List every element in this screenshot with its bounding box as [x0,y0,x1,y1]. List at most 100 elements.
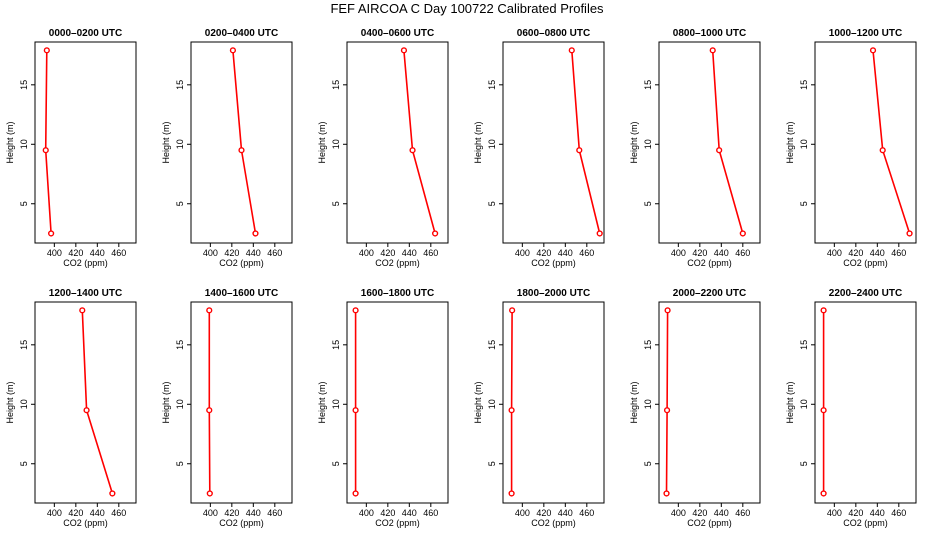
profile-point [509,307,516,314]
x-tick-label: 400 [47,508,62,518]
y-axis-label: Height (m) [473,381,483,423]
y-tick-label: 5 [487,201,497,206]
profile-point [252,230,259,237]
panel-title: 0600–0800 UTC [517,28,590,39]
profile-panel-11: 2000–2200 UTC 400 420 440 460 5 10 15 CO2 (ppm) H… [629,288,761,528]
x-axis-label: CO2 (ppm) [219,518,264,528]
y-tick-label: 15 [799,80,809,90]
y-axis-label: Height (m) [473,121,483,163]
profile-point [664,307,671,314]
y-tick-label: 10 [643,139,653,149]
y-tick-label: 10 [19,139,29,149]
y-tick-label: 15 [331,80,341,90]
plot-frame [658,301,761,504]
profile-panel-10: 1800–2000 UTC 400 420 440 460 5 10 15 CO2 (ppm) H… [473,288,605,528]
y-tick-label: 5 [331,201,341,206]
profile-point [206,407,213,414]
y-tick-label: 15 [175,340,185,350]
profile-point [43,47,50,54]
profile-point [508,407,515,414]
plot-frame [814,41,917,244]
y-tick-label: 15 [331,340,341,350]
y-tick-label: 15 [175,80,185,90]
x-tick-label: 420 [224,508,239,518]
x-tick-label: 420 [380,248,395,258]
y-tick-label: 15 [487,80,497,90]
panels-grid: 0000–0200 UTC 400 420 440 460 5 10 15 CO2 (ppm) H… [5,28,917,528]
y-tick-label: 10 [331,399,341,409]
y-axis-label: Height (m) [5,381,15,423]
x-axis-label: CO2 (ppm) [375,518,420,528]
x-tick-label: 460 [267,508,282,518]
plot-frame [34,301,137,504]
x-axis-label: CO2 (ppm) [687,258,732,268]
panel-title: 0000–0200 UTC [49,28,122,39]
y-axis-label: Height (m) [785,121,795,163]
y-tick-label: 10 [19,399,29,409]
y-axis-label: Height (m) [161,381,171,423]
x-tick-label: 420 [224,248,239,258]
y-axis-label: Height (m) [785,381,795,423]
x-tick-label: 440 [714,508,729,518]
y-tick-label: 5 [175,461,185,466]
profile-point [663,407,671,414]
x-tick-label: 400 [515,248,530,258]
x-tick-label: 400 [359,508,374,518]
plot-frame [346,41,449,244]
y-tick-label: 5 [331,461,341,466]
y-tick-label: 5 [799,201,809,206]
plot-frame [34,41,137,244]
y-tick-label: 10 [175,399,185,409]
profile-point [596,230,603,237]
x-tick-label: 400 [827,248,842,258]
x-tick-label: 400 [827,508,842,518]
profile-point [400,47,408,54]
y-tick-label: 10 [799,399,809,409]
y-tick-label: 15 [799,340,809,350]
profile-point [352,307,359,314]
x-tick-label: 460 [735,508,750,518]
profile-point [409,147,416,154]
profile-point [79,307,86,314]
plot-frame [502,301,605,504]
x-axis-label: CO2 (ppm) [843,258,888,268]
y-tick-label: 5 [643,201,653,206]
profile-point [42,147,49,154]
x-tick-label: 420 [536,248,551,258]
y-tick-label: 10 [175,139,185,149]
profile-point [352,407,359,414]
y-axis-label: Height (m) [317,381,327,423]
profile-point [663,490,670,497]
profile-point [206,307,213,314]
y-axis-label: Height (m) [629,121,639,163]
panel-title: 2200–2400 UTC [829,288,902,299]
profile-point [879,147,886,154]
panel-title: 1800–2000 UTC [517,288,590,299]
x-tick-label: 440 [402,508,417,518]
plot-frame [346,301,449,504]
profile-point [576,147,583,154]
x-tick-label: 440 [558,248,573,258]
y-tick-label: 5 [799,461,809,466]
profile-point [238,147,245,154]
panel-title: 2000–2200 UTC [673,288,746,299]
y-tick-label: 10 [799,139,809,149]
y-axis-label: Height (m) [5,121,15,163]
x-tick-label: 400 [515,508,530,518]
y-tick-label: 15 [643,340,653,350]
x-tick-label: 420 [380,508,395,518]
panel-title: 1400–1600 UTC [205,288,278,299]
panel-title: 1200–1400 UTC [49,288,122,299]
y-axis-label: Height (m) [317,121,327,163]
y-tick-label: 15 [19,80,29,90]
x-axis-label: CO2 (ppm) [63,258,108,268]
profile-line [208,310,211,494]
profile-point [869,47,877,54]
profile-point [352,490,359,497]
x-tick-label: 400 [671,248,686,258]
x-tick-label: 440 [714,248,729,258]
x-axis-label: CO2 (ppm) [375,258,420,268]
profile-panel-1: 0000–0200 UTC 400 420 440 460 5 10 15 CO2 (ppm) H… [5,28,137,268]
y-axis-label: Height (m) [629,381,639,423]
x-tick-label: 420 [68,508,83,518]
